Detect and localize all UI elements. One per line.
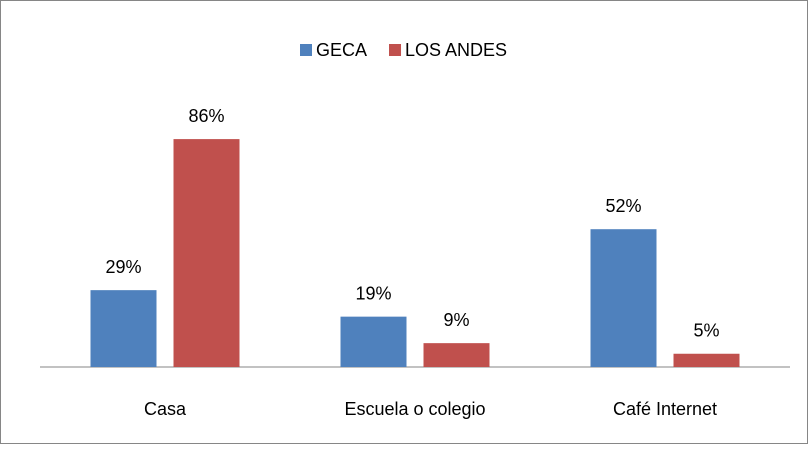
legend-label: GECA	[316, 40, 367, 60]
bar	[423, 343, 490, 367]
value-label: 9%	[443, 310, 469, 330]
x-tick-label: Escuela o colegio	[344, 399, 485, 419]
x-tick-label: Casa	[144, 399, 187, 419]
value-label: 52%	[605, 196, 641, 216]
value-label: 86%	[188, 106, 224, 126]
bar	[673, 353, 740, 367]
x-tick-label: Café Internet	[613, 399, 717, 419]
bar	[340, 316, 407, 367]
value-label: 5%	[693, 321, 719, 341]
bar	[590, 229, 657, 367]
legend-swatch	[300, 44, 312, 56]
bar	[90, 290, 157, 367]
legend-label: LOS ANDES	[405, 40, 507, 60]
value-label: 19%	[355, 283, 391, 303]
legend-swatch	[389, 44, 402, 56]
bar	[173, 139, 240, 367]
value-label: 29%	[105, 257, 141, 277]
